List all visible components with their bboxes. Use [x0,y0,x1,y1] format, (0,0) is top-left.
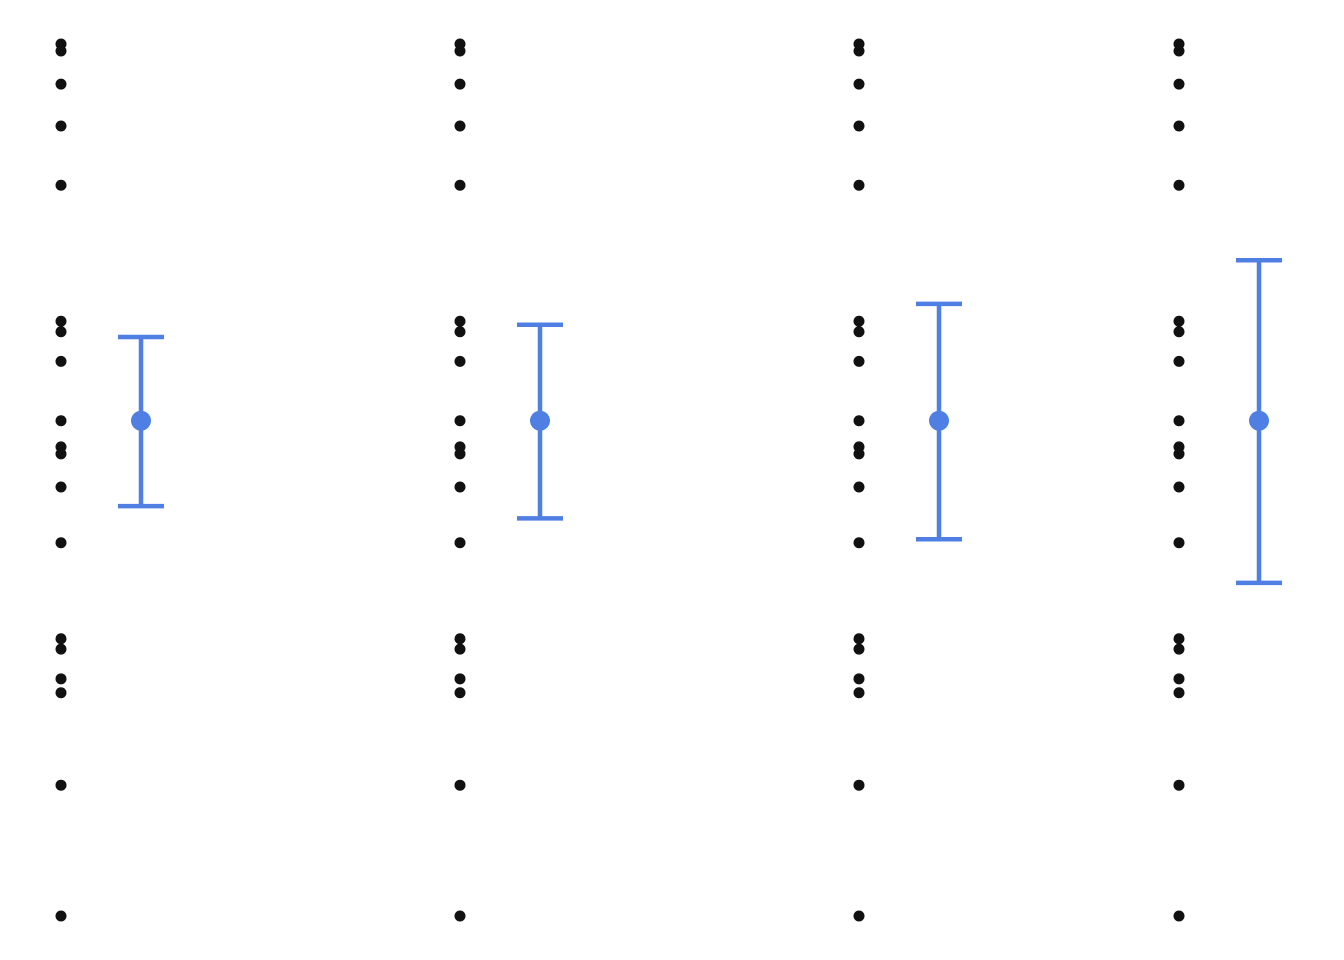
data-point [454,120,466,132]
data-point [853,415,865,427]
data-point [454,687,466,699]
data-point [55,910,67,922]
data-point [1173,643,1185,655]
data-point [1173,779,1185,791]
data-point [55,45,67,57]
data-point [853,448,865,460]
data-point [55,481,67,493]
data-point [55,179,67,191]
data-point [1173,673,1185,685]
data-point [853,687,865,699]
data-point [454,179,466,191]
data-point [55,643,67,655]
data-point [853,315,865,327]
data-point [853,179,865,191]
data-point [454,326,466,338]
data-point [853,537,865,549]
data-point [1173,120,1185,132]
data-point [55,326,67,338]
data-point [1173,910,1185,922]
data-point [853,355,865,367]
data-point [454,448,466,460]
data-point [1173,537,1185,549]
mean-point [1249,410,1269,431]
data-point [1173,179,1185,191]
mean-point [530,410,550,431]
data-point [1173,481,1185,493]
data-point [853,910,865,922]
data-point [55,633,67,645]
data-point [853,633,865,645]
data-point [1173,448,1185,460]
mean-point [929,410,949,431]
data-point [55,315,67,327]
data-point [55,673,67,685]
data-point [853,481,865,493]
data-point [55,415,67,427]
data-point [454,910,466,922]
data-point [55,687,67,699]
data-point [1173,633,1185,645]
data-point [55,779,67,791]
data-point [1173,687,1185,699]
data-point [454,673,466,685]
data-point [1173,355,1185,367]
data-point [55,537,67,549]
data-point [454,633,466,645]
data-point [454,415,466,427]
data-point [1173,326,1185,338]
data-point [1173,45,1185,57]
data-point [853,673,865,685]
data-point [454,481,466,493]
data-point [454,643,466,655]
data-point [454,45,466,57]
data-point [454,315,466,327]
data-point [853,45,865,57]
data-point [853,326,865,338]
data-point [853,779,865,791]
data-point [55,78,67,90]
data-point [454,78,466,90]
data-point [454,779,466,791]
data-point [853,643,865,655]
data-point [1173,78,1185,90]
data-point [853,120,865,132]
data-point [454,355,466,367]
data-point [55,355,67,367]
data-point [55,120,67,132]
data-point [55,448,67,460]
data-point [1173,415,1185,427]
mean-point [131,410,151,431]
data-point [853,78,865,90]
data-point [454,537,466,549]
data-point [1173,315,1185,327]
